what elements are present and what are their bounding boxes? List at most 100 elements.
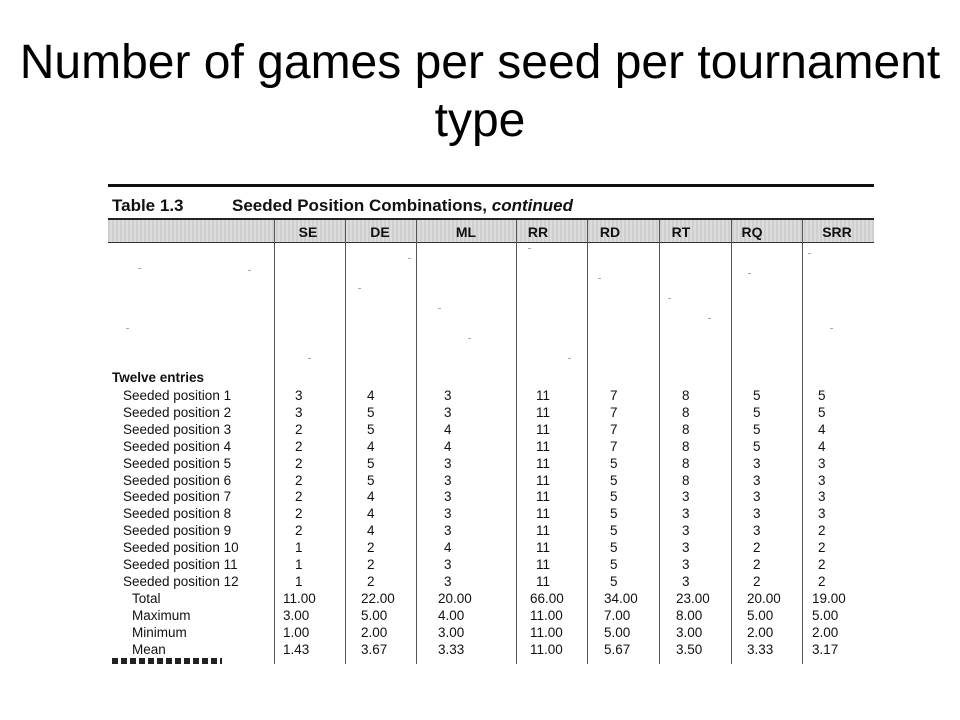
cell-se: 3 (295, 404, 303, 420)
cell-rr: 11 (536, 472, 551, 488)
row-label: Seeded position 7 (123, 489, 232, 505)
cell-de: 4 (367, 489, 375, 505)
cell-rd: 7 (610, 438, 618, 454)
cut-off-text (112, 658, 262, 664)
cell-rd: 5 (610, 540, 618, 556)
section-label: Twelve entries (112, 370, 205, 385)
cell-rd: 34.00 (604, 590, 638, 606)
column-divider (345, 220, 346, 664)
row-label: Maximum (132, 607, 191, 623)
row-label: Seeded position 5 (123, 455, 232, 471)
cell-srr: 3 (818, 489, 826, 505)
cell-rr: 11.00 (530, 624, 563, 640)
scan-speck (830, 328, 833, 329)
cell-rt: 3 (682, 506, 690, 522)
cell-rq: 3.33 (747, 641, 774, 657)
column-header-srr: SRR (822, 224, 852, 240)
column-divider (659, 220, 660, 664)
row-label: Seeded position 3 (123, 421, 232, 437)
cell-se: 3.00 (283, 607, 310, 623)
cell-rt: 3 (682, 489, 690, 505)
header-rule (108, 242, 874, 243)
cell-srr: 3 (818, 455, 826, 471)
scan-speck (126, 328, 129, 329)
column-divider (516, 220, 517, 664)
cell-de: 5.00 (361, 607, 388, 623)
cell-rd: 5 (610, 489, 618, 505)
cell-rq: 5 (753, 421, 761, 437)
table-row: Seeded position 10 1 2 4 11 5 3 2 2 (108, 539, 874, 556)
table-row: Seeded position 3 2 5 4 11 7 8 5 4 (108, 421, 874, 438)
table-row: Seeded position 8 2 4 3 11 5 3 3 3 (108, 505, 874, 522)
table-row: Seeded position 11 1 2 3 11 5 3 2 2 (108, 556, 874, 573)
column-header-rt: RT (671, 224, 691, 240)
cell-rd: 7.00 (604, 607, 631, 623)
cell-ml: 3 (444, 472, 452, 488)
column-divider (802, 220, 803, 664)
cell-rt: 23.00 (676, 590, 710, 606)
header-band (108, 220, 874, 242)
cell-rt: 8 (682, 472, 690, 488)
cell-rq: 3 (753, 506, 761, 522)
cell-rr: 11 (536, 438, 551, 454)
cell-rq: 3 (753, 455, 761, 471)
cell-se: 2 (295, 472, 303, 488)
cell-se: 1 (295, 540, 303, 556)
cell-srr: 4 (818, 438, 826, 454)
cell-rd: 5 (610, 557, 618, 572)
cell-srr: 2 (818, 540, 826, 556)
cell-rd: 5 (610, 573, 618, 589)
cell-ml: 3 (444, 557, 452, 572)
scan-speck (568, 358, 571, 359)
scan-speck (308, 358, 311, 359)
column-header-de: DE (370, 224, 390, 240)
cell-srr: 4 (818, 421, 826, 437)
cell-rr: 11.00 (530, 607, 563, 623)
table-caption-text: Seeded Position Combinations, (232, 196, 488, 215)
cell-se: 1 (295, 557, 303, 572)
scan-speck (408, 258, 411, 259)
cell-rt: 8.00 (676, 607, 703, 623)
column-header-se: SE (298, 224, 318, 240)
cell-rr: 11 (536, 573, 551, 589)
cell-rr: 11 (536, 557, 551, 572)
cell-de: 2 (367, 573, 375, 589)
row-label: Mean (132, 641, 166, 657)
cell-ml: 3.00 (438, 624, 465, 640)
row-label: Total (132, 590, 161, 606)
cell-srr: 3 (818, 472, 826, 488)
row-label: Seeded position 9 (123, 523, 232, 539)
cell-srr: 5 (818, 388, 826, 403)
table-row: Seeded position 12 1 2 3 11 5 3 2 2 (108, 573, 874, 590)
table-row: Seeded position 7 2 4 3 11 5 3 3 3 (108, 488, 874, 505)
cell-se: 2 (295, 506, 303, 522)
cell-de: 2 (367, 540, 375, 556)
scan-speck (748, 273, 751, 274)
cell-se: 1.43 (283, 641, 310, 657)
row-label: Seeded position 11 (123, 557, 238, 572)
cell-rr: 11 (536, 523, 551, 539)
cell-rd: 5 (610, 472, 618, 488)
cell-de: 4 (367, 506, 375, 522)
top-rule (108, 184, 874, 187)
row-label: Seeded position 4 (123, 438, 232, 454)
cell-rt: 3.00 (676, 624, 703, 640)
cell-de: 4 (367, 523, 375, 539)
row-label: Seeded position 10 (123, 540, 239, 556)
cell-ml: 4 (444, 438, 452, 454)
cell-de: 4 (367, 388, 375, 403)
summary-row: Minimum 1.00 2.00 3.00 11.00 5.00 3.00 2.00 2.00 (108, 624, 874, 641)
cell-rq: 20.00 (747, 590, 781, 606)
cell-ml: 20.00 (438, 590, 472, 606)
column-divider (274, 220, 275, 664)
cell-rq: 2 (753, 540, 761, 556)
cell-srr: 2 (818, 523, 826, 539)
cell-srr: 3.17 (812, 641, 839, 657)
cell-rq: 2 (753, 557, 761, 572)
cell-rr: 11.00 (530, 641, 563, 657)
cell-rq: 5 (753, 404, 761, 420)
table-caption: Table 1.3 Seeded Position Combinations, c… (112, 196, 573, 216)
cell-ml: 4.00 (438, 607, 465, 623)
column-divider (731, 220, 732, 664)
scanned-table: Table 1.3 Seeded Position Combinations, c… (108, 178, 874, 664)
